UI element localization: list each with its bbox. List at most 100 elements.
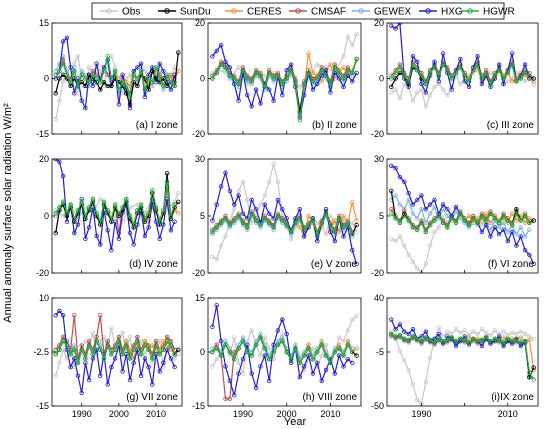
data-point [53, 373, 58, 378]
data-point [64, 35, 70, 40]
data-point [389, 206, 394, 212]
data-point [72, 216, 77, 221]
data-point [345, 65, 351, 70]
data-point [245, 197, 250, 203]
data-point [297, 225, 302, 230]
data-point [501, 335, 506, 340]
data-point [164, 72, 170, 77]
data-point [319, 353, 324, 358]
data-point [350, 317, 355, 322]
data-point [354, 229, 359, 235]
data-point [389, 211, 394, 216]
data-point [271, 161, 276, 166]
data-point [336, 70, 342, 76]
data-point [153, 339, 159, 344]
data-point [142, 233, 148, 239]
data-point [479, 218, 485, 223]
data-point [240, 371, 246, 376]
data-point [514, 206, 519, 212]
data-point [176, 190, 181, 196]
data-point [440, 51, 446, 56]
data-point [240, 179, 246, 184]
data-point [471, 67, 476, 73]
data-point [214, 70, 219, 76]
data-point [164, 179, 170, 184]
data-point [393, 327, 398, 332]
data-point [319, 79, 324, 84]
data-point [57, 76, 62, 81]
data-point [389, 23, 394, 28]
data-point [94, 339, 99, 344]
data-point [350, 220, 355, 225]
data-point [527, 73, 532, 78]
data-point [440, 202, 446, 207]
data-point [245, 225, 250, 230]
data-point [83, 236, 88, 241]
data-point [488, 227, 493, 232]
data-point [68, 79, 73, 85]
data-point [319, 342, 324, 347]
data-point [315, 231, 320, 237]
data-point [218, 353, 224, 358]
data-point [432, 218, 437, 223]
data-point [98, 196, 103, 202]
data-point [415, 227, 420, 232]
data-point [68, 352, 73, 357]
data-point [462, 73, 467, 78]
data-point [223, 216, 228, 221]
data-point [168, 343, 174, 348]
data-point [83, 105, 88, 111]
data-point [479, 327, 485, 332]
legend: Obs SunDu CERES CMSAF GEWEX HXG HGWR [91, 2, 515, 20]
data-point [90, 83, 96, 89]
data-point [105, 339, 110, 344]
data-point [223, 364, 228, 369]
data-point [449, 87, 454, 92]
data-point [275, 197, 281, 203]
data-point [531, 336, 536, 341]
data-point [109, 247, 114, 253]
data-point [210, 54, 215, 59]
data-point [445, 225, 450, 230]
y-tick-label: 5 [379, 211, 384, 221]
data-point [522, 213, 528, 219]
data-point [280, 206, 285, 212]
series-line [211, 170, 358, 265]
data-point [105, 208, 110, 213]
data-point [423, 329, 428, 334]
data-point [410, 225, 416, 230]
data-point [336, 353, 342, 358]
data-point [415, 336, 420, 341]
zone-label: (a) I zone [136, 120, 179, 131]
data-point [345, 357, 351, 362]
data-point [350, 200, 355, 205]
data-point [350, 79, 355, 84]
data-point [462, 79, 467, 84]
data-point [410, 54, 416, 59]
data-point [267, 357, 272, 362]
zone-label: (i)IX zone [491, 392, 534, 403]
data-point [168, 213, 174, 219]
data-point [471, 336, 476, 341]
data-point [427, 243, 433, 248]
data-point [271, 349, 276, 355]
data-point [527, 375, 532, 380]
data-point [258, 101, 263, 106]
data-point [236, 65, 241, 70]
data-point [75, 83, 81, 89]
data-point [393, 70, 398, 76]
data-point [271, 98, 276, 103]
series-line [390, 68, 535, 109]
panel: 10 -2.5 -15 1990 2000 2010 (g) VII zone [33, 293, 183, 419]
data-point [458, 65, 463, 70]
data-point [432, 84, 437, 89]
data-point [210, 364, 215, 369]
data-point [98, 219, 103, 224]
data-point [105, 228, 110, 233]
data-point [218, 43, 224, 48]
zone-label: (g) VII zone [126, 392, 178, 403]
data-point [253, 342, 259, 347]
data-point [258, 364, 263, 369]
data-point [345, 220, 351, 225]
data-point [518, 340, 523, 345]
